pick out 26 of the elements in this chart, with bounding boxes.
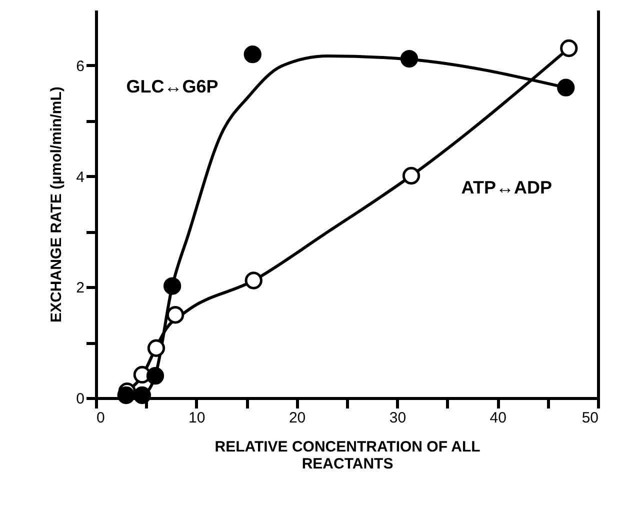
y-axis-title: EXCHANGE RATE (µmol/min/mL) (48, 86, 66, 322)
point (402, 166, 420, 185)
point (147, 339, 166, 357)
point (133, 386, 152, 404)
point (400, 50, 418, 68)
point (560, 39, 578, 58)
y-tick-label: 6 (76, 58, 84, 75)
point (117, 386, 135, 404)
y-tick-label: 0 (76, 390, 84, 408)
point (146, 367, 164, 385)
x-axis-title: RELATIVE CONCENTRATION OF ALL REACTANTS (214, 438, 480, 472)
x-tick-label: 30 (389, 410, 406, 426)
x-tick-label: 40 (490, 410, 506, 426)
point (166, 306, 184, 324)
x-tick-label: 0 (96, 410, 105, 426)
x-tick-label: 10 (188, 410, 206, 426)
point (244, 46, 262, 64)
point (163, 277, 182, 295)
x-tick-label: 20 (288, 410, 306, 426)
y-tick-label: 4 (76, 168, 84, 186)
point (557, 78, 575, 96)
x-tick-label: 50 (582, 410, 598, 426)
y-tick-label: 2 (76, 280, 84, 297)
point (244, 272, 262, 290)
annotation: ATP↔ADP (461, 177, 552, 198)
annotation: GLC↔G6P (126, 76, 218, 97)
